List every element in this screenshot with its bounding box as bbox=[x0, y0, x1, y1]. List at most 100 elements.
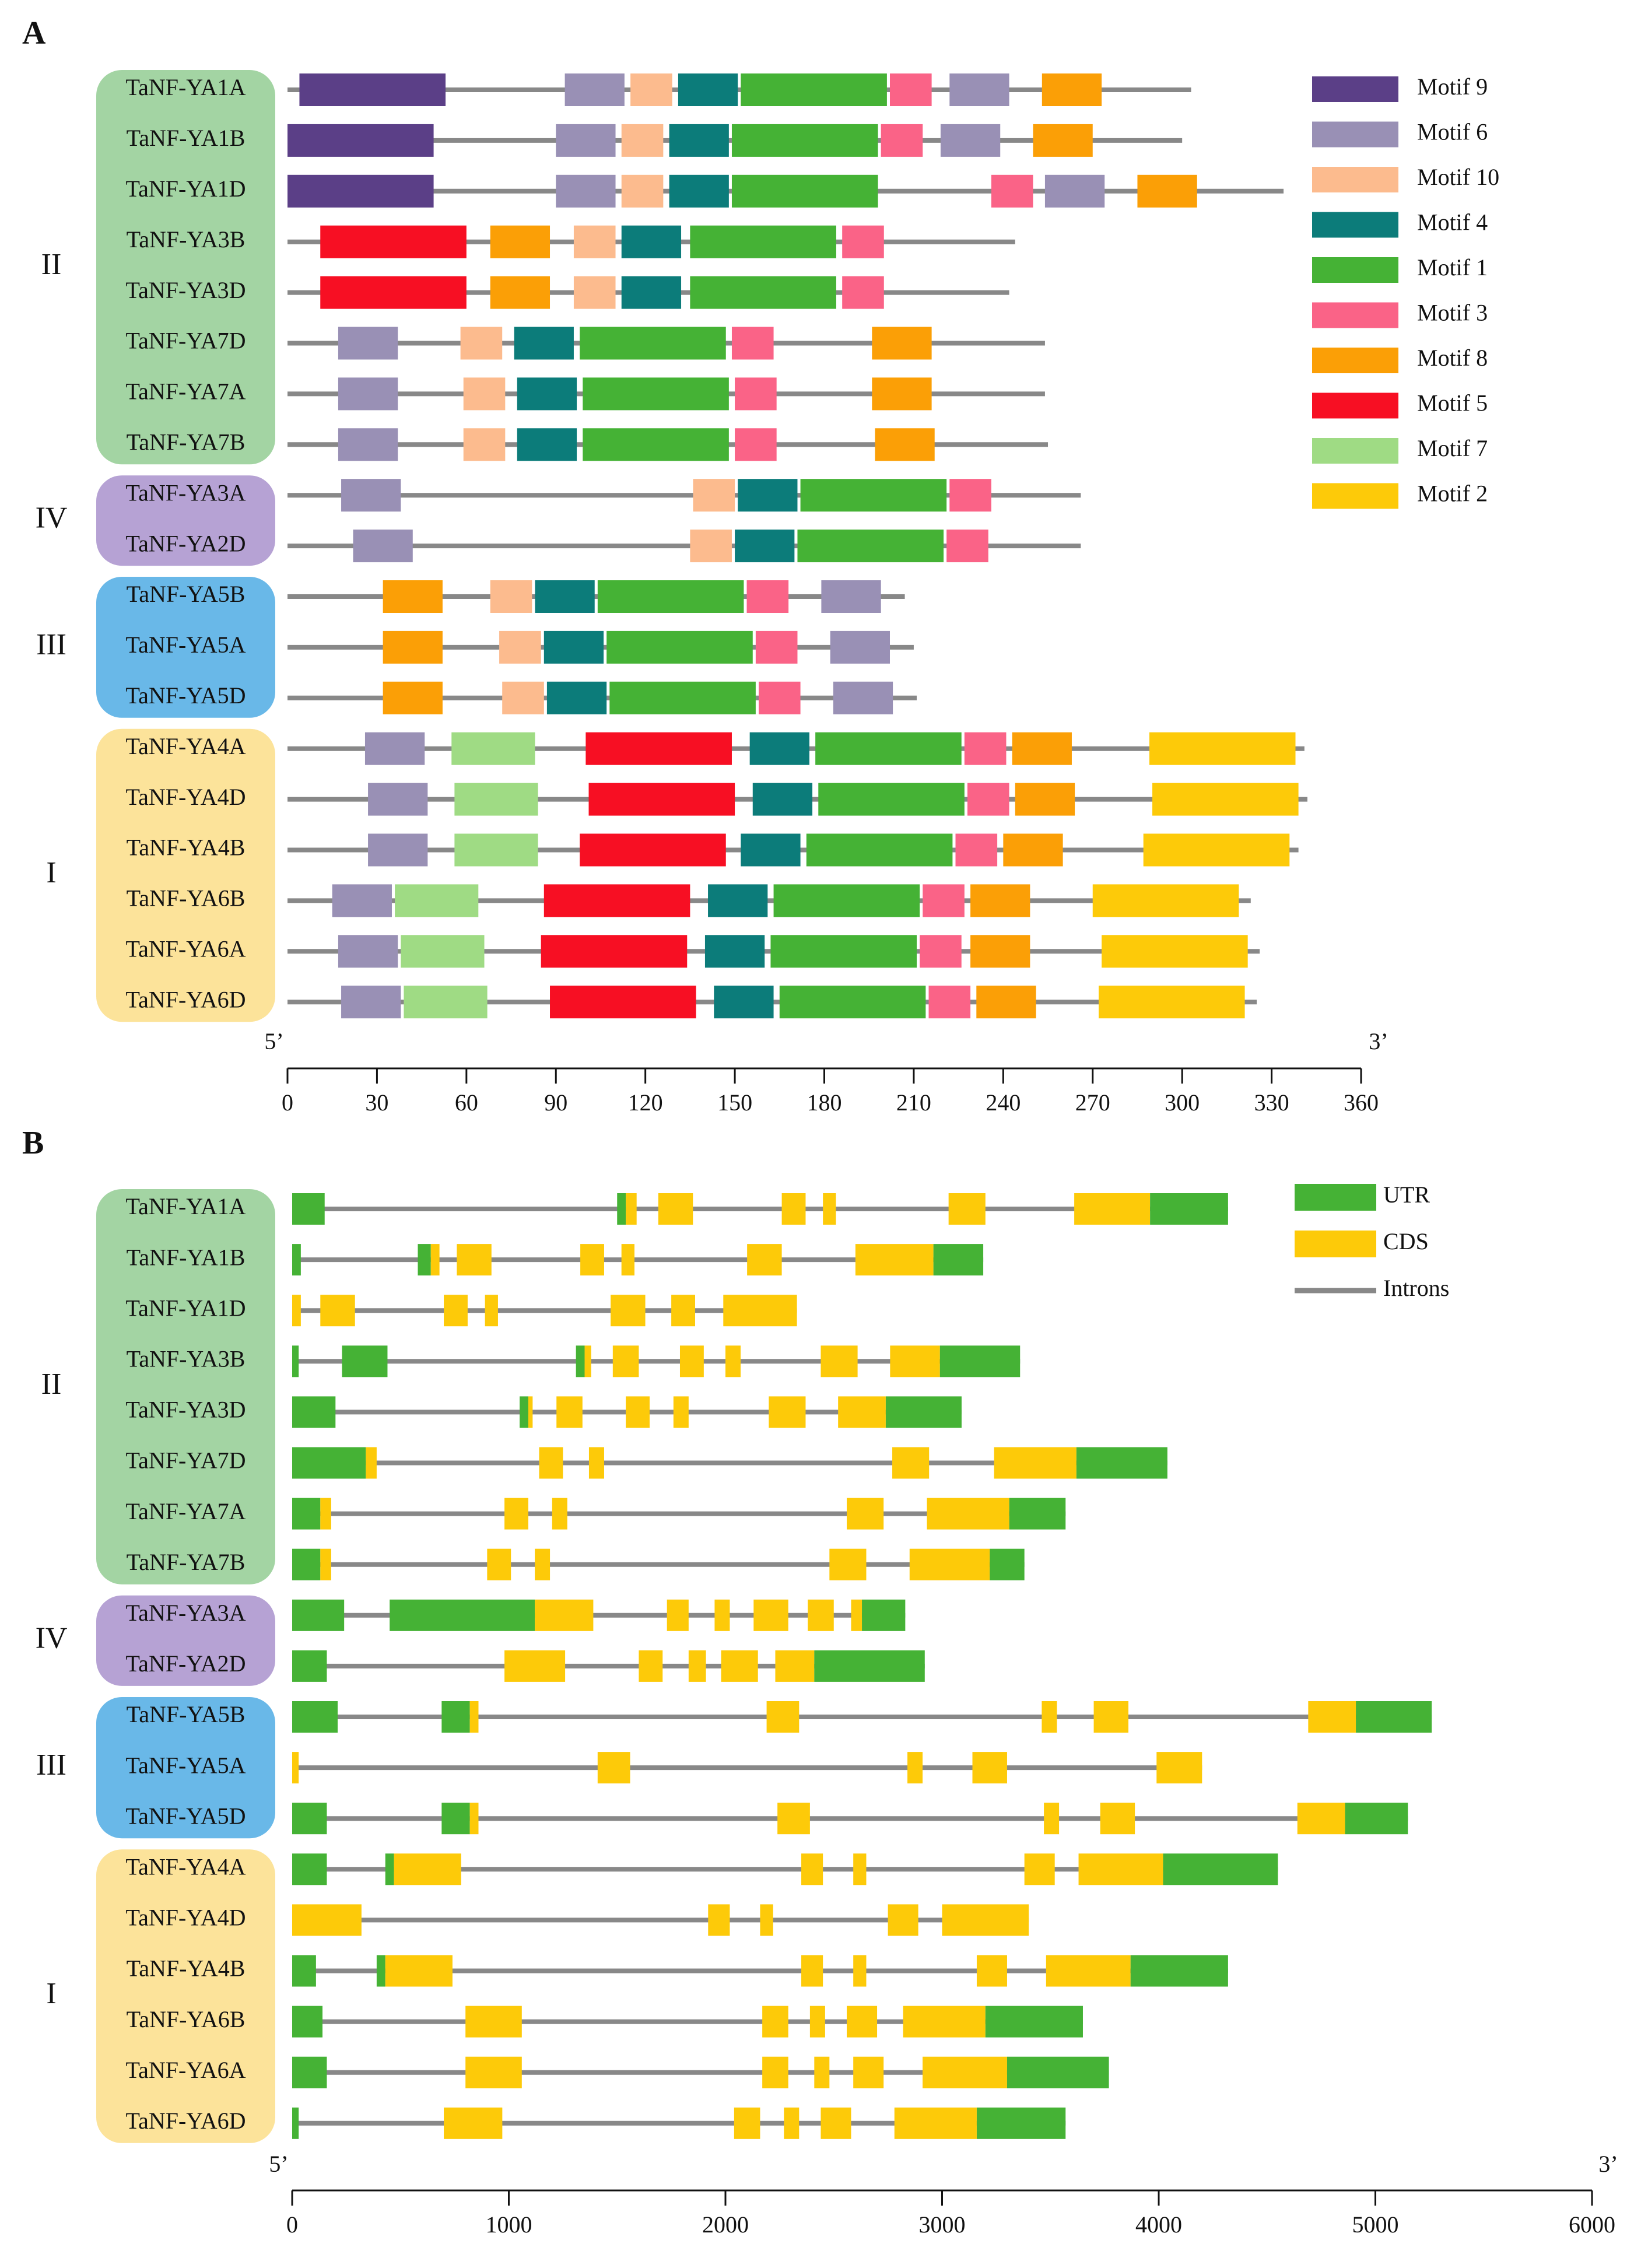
feature-m4 bbox=[738, 479, 798, 512]
feature-cds bbox=[1308, 1701, 1356, 1733]
feature-m5 bbox=[320, 225, 467, 258]
feature-m10 bbox=[621, 174, 664, 208]
feature-cds bbox=[814, 2056, 830, 2088]
group-box-iii bbox=[96, 577, 275, 718]
feature-m4 bbox=[621, 225, 682, 258]
x-tick-label: 150 bbox=[717, 1089, 752, 1116]
legend-swatch-motif-5 bbox=[1312, 392, 1398, 419]
feature-m4 bbox=[669, 174, 729, 208]
feature-m6 bbox=[1044, 174, 1105, 208]
feature-m8 bbox=[490, 225, 550, 258]
feature-cds bbox=[714, 1599, 730, 1631]
legend-label-motif-2: Motif 2 bbox=[1417, 481, 1488, 507]
panel-label-a: A bbox=[22, 15, 46, 51]
feature-cds bbox=[829, 1548, 867, 1580]
gene-row-tanf-ya6d: TaNF-YA6D bbox=[125, 2107, 1066, 2139]
feature-cds bbox=[801, 1853, 823, 1885]
feature-cds bbox=[535, 1548, 550, 1580]
gene-label-tanf-ya5d: TaNF-YA5D bbox=[125, 1803, 246, 1829]
feature-cds bbox=[444, 1295, 468, 1327]
feature-m6 bbox=[338, 377, 398, 411]
feature-utr bbox=[1009, 1498, 1066, 1530]
feature-m10 bbox=[630, 73, 672, 106]
gene-row-tanf-ya1a: TaNF-YA1A bbox=[125, 1193, 1228, 1225]
legend-label-motif-4: Motif 4 bbox=[1417, 209, 1488, 236]
feature-utr bbox=[292, 1498, 321, 1530]
feature-m5 bbox=[588, 783, 735, 816]
feature-m6 bbox=[341, 986, 401, 1019]
feature-m10 bbox=[573, 225, 616, 258]
legend-swatch-motif-7 bbox=[1312, 438, 1398, 464]
feature-m5 bbox=[580, 833, 726, 867]
feature-cds bbox=[626, 1193, 637, 1225]
gene-label-tanf-ya3d: TaNF-YA3D bbox=[125, 277, 246, 303]
feature-m4 bbox=[749, 732, 809, 765]
feature-m9 bbox=[287, 174, 434, 208]
gene-label-tanf-ya6b: TaNF-YA6B bbox=[127, 2006, 246, 2032]
feature-m8 bbox=[970, 935, 1030, 968]
feature-m6 bbox=[338, 428, 398, 461]
group-label-iv: IV bbox=[36, 502, 68, 535]
feature-cds bbox=[444, 2107, 503, 2139]
feature-m10 bbox=[490, 580, 532, 613]
feature-m3 bbox=[842, 225, 884, 258]
feature-m4 bbox=[621, 276, 682, 309]
feature-m8 bbox=[1015, 783, 1075, 816]
feature-m8 bbox=[383, 630, 443, 664]
gene-row-tanf-ya7a: TaNF-YA7A bbox=[125, 377, 1045, 411]
gene-row-tanf-ya1b: TaNF-YA1B bbox=[127, 124, 1183, 157]
feature-m3 bbox=[991, 174, 1033, 208]
feature-m4 bbox=[752, 783, 813, 816]
feature-utr bbox=[292, 2107, 299, 2139]
feature-m1 bbox=[797, 530, 944, 563]
feature-cds bbox=[847, 1498, 884, 1530]
feature-m4 bbox=[708, 884, 768, 917]
gene-row-tanf-ya5a: TaNF-YA5A bbox=[125, 1752, 1202, 1784]
gene-label-tanf-ya5b: TaNF-YA5B bbox=[127, 1701, 246, 1727]
feature-utr bbox=[292, 1701, 338, 1733]
feature-m2 bbox=[1143, 833, 1290, 867]
gene-label-tanf-ya5b: TaNF-YA5B bbox=[127, 581, 246, 607]
feature-cds bbox=[639, 1650, 663, 1682]
feature-m1 bbox=[818, 783, 965, 816]
feature-cds bbox=[679, 1345, 704, 1377]
feature-m6 bbox=[833, 681, 893, 714]
feature-cds bbox=[1100, 1803, 1135, 1835]
group-box-i bbox=[96, 1849, 275, 2143]
gene-row-tanf-ya5d: TaNF-YA5D bbox=[125, 1803, 1408, 1835]
feature-m10 bbox=[621, 124, 664, 157]
feature-cds bbox=[723, 1295, 797, 1327]
feature-m1 bbox=[731, 174, 878, 208]
gene-label-tanf-ya1a: TaNF-YA1A bbox=[125, 1193, 246, 1219]
gene-label-tanf-ya6a: TaNF-YA6A bbox=[125, 935, 246, 962]
gene-row-tanf-ya6a: TaNF-YA6A bbox=[125, 2056, 1109, 2088]
group-label-i: I bbox=[46, 1977, 56, 2010]
gene-label-tanf-ya1a: TaNF-YA1A bbox=[125, 74, 246, 100]
feature-cds bbox=[292, 1904, 362, 1936]
feature-m8 bbox=[875, 428, 935, 461]
gene-label-tanf-ya6a: TaNF-YA6A bbox=[125, 2057, 246, 2083]
gene-row-tanf-ya3d: TaNF-YA3D bbox=[125, 1396, 962, 1428]
legend-swatch-cds bbox=[1295, 1231, 1376, 1257]
feature-m1 bbox=[580, 327, 726, 360]
legend-swatch-motif-4 bbox=[1312, 212, 1398, 238]
feature-m1 bbox=[597, 580, 744, 613]
feature-cds bbox=[1297, 1803, 1345, 1835]
gene-label-tanf-ya5d: TaNF-YA5D bbox=[125, 682, 246, 709]
x-tick-label: 360 bbox=[1344, 1089, 1379, 1116]
group-box-iii bbox=[96, 1697, 275, 1839]
feature-cds bbox=[892, 1447, 930, 1479]
feature-cds bbox=[1042, 1701, 1057, 1733]
feature-m4 bbox=[517, 428, 577, 461]
feature-cds bbox=[903, 2006, 986, 2038]
feature-m10 bbox=[463, 377, 506, 411]
gene-label-tanf-ya1d: TaNF-YA1D bbox=[125, 1295, 246, 1321]
feature-cds bbox=[781, 1193, 806, 1225]
gene-label-tanf-ya5a: TaNF-YA5A bbox=[125, 632, 246, 658]
feature-m4 bbox=[514, 327, 574, 360]
feature-m1 bbox=[583, 428, 729, 461]
feature-m6 bbox=[368, 783, 428, 816]
gene-row-tanf-ya7b: TaNF-YA7B bbox=[127, 428, 1049, 461]
feature-m6 bbox=[940, 124, 1001, 157]
gene-label-tanf-ya5a: TaNF-YA5A bbox=[125, 1752, 246, 1778]
